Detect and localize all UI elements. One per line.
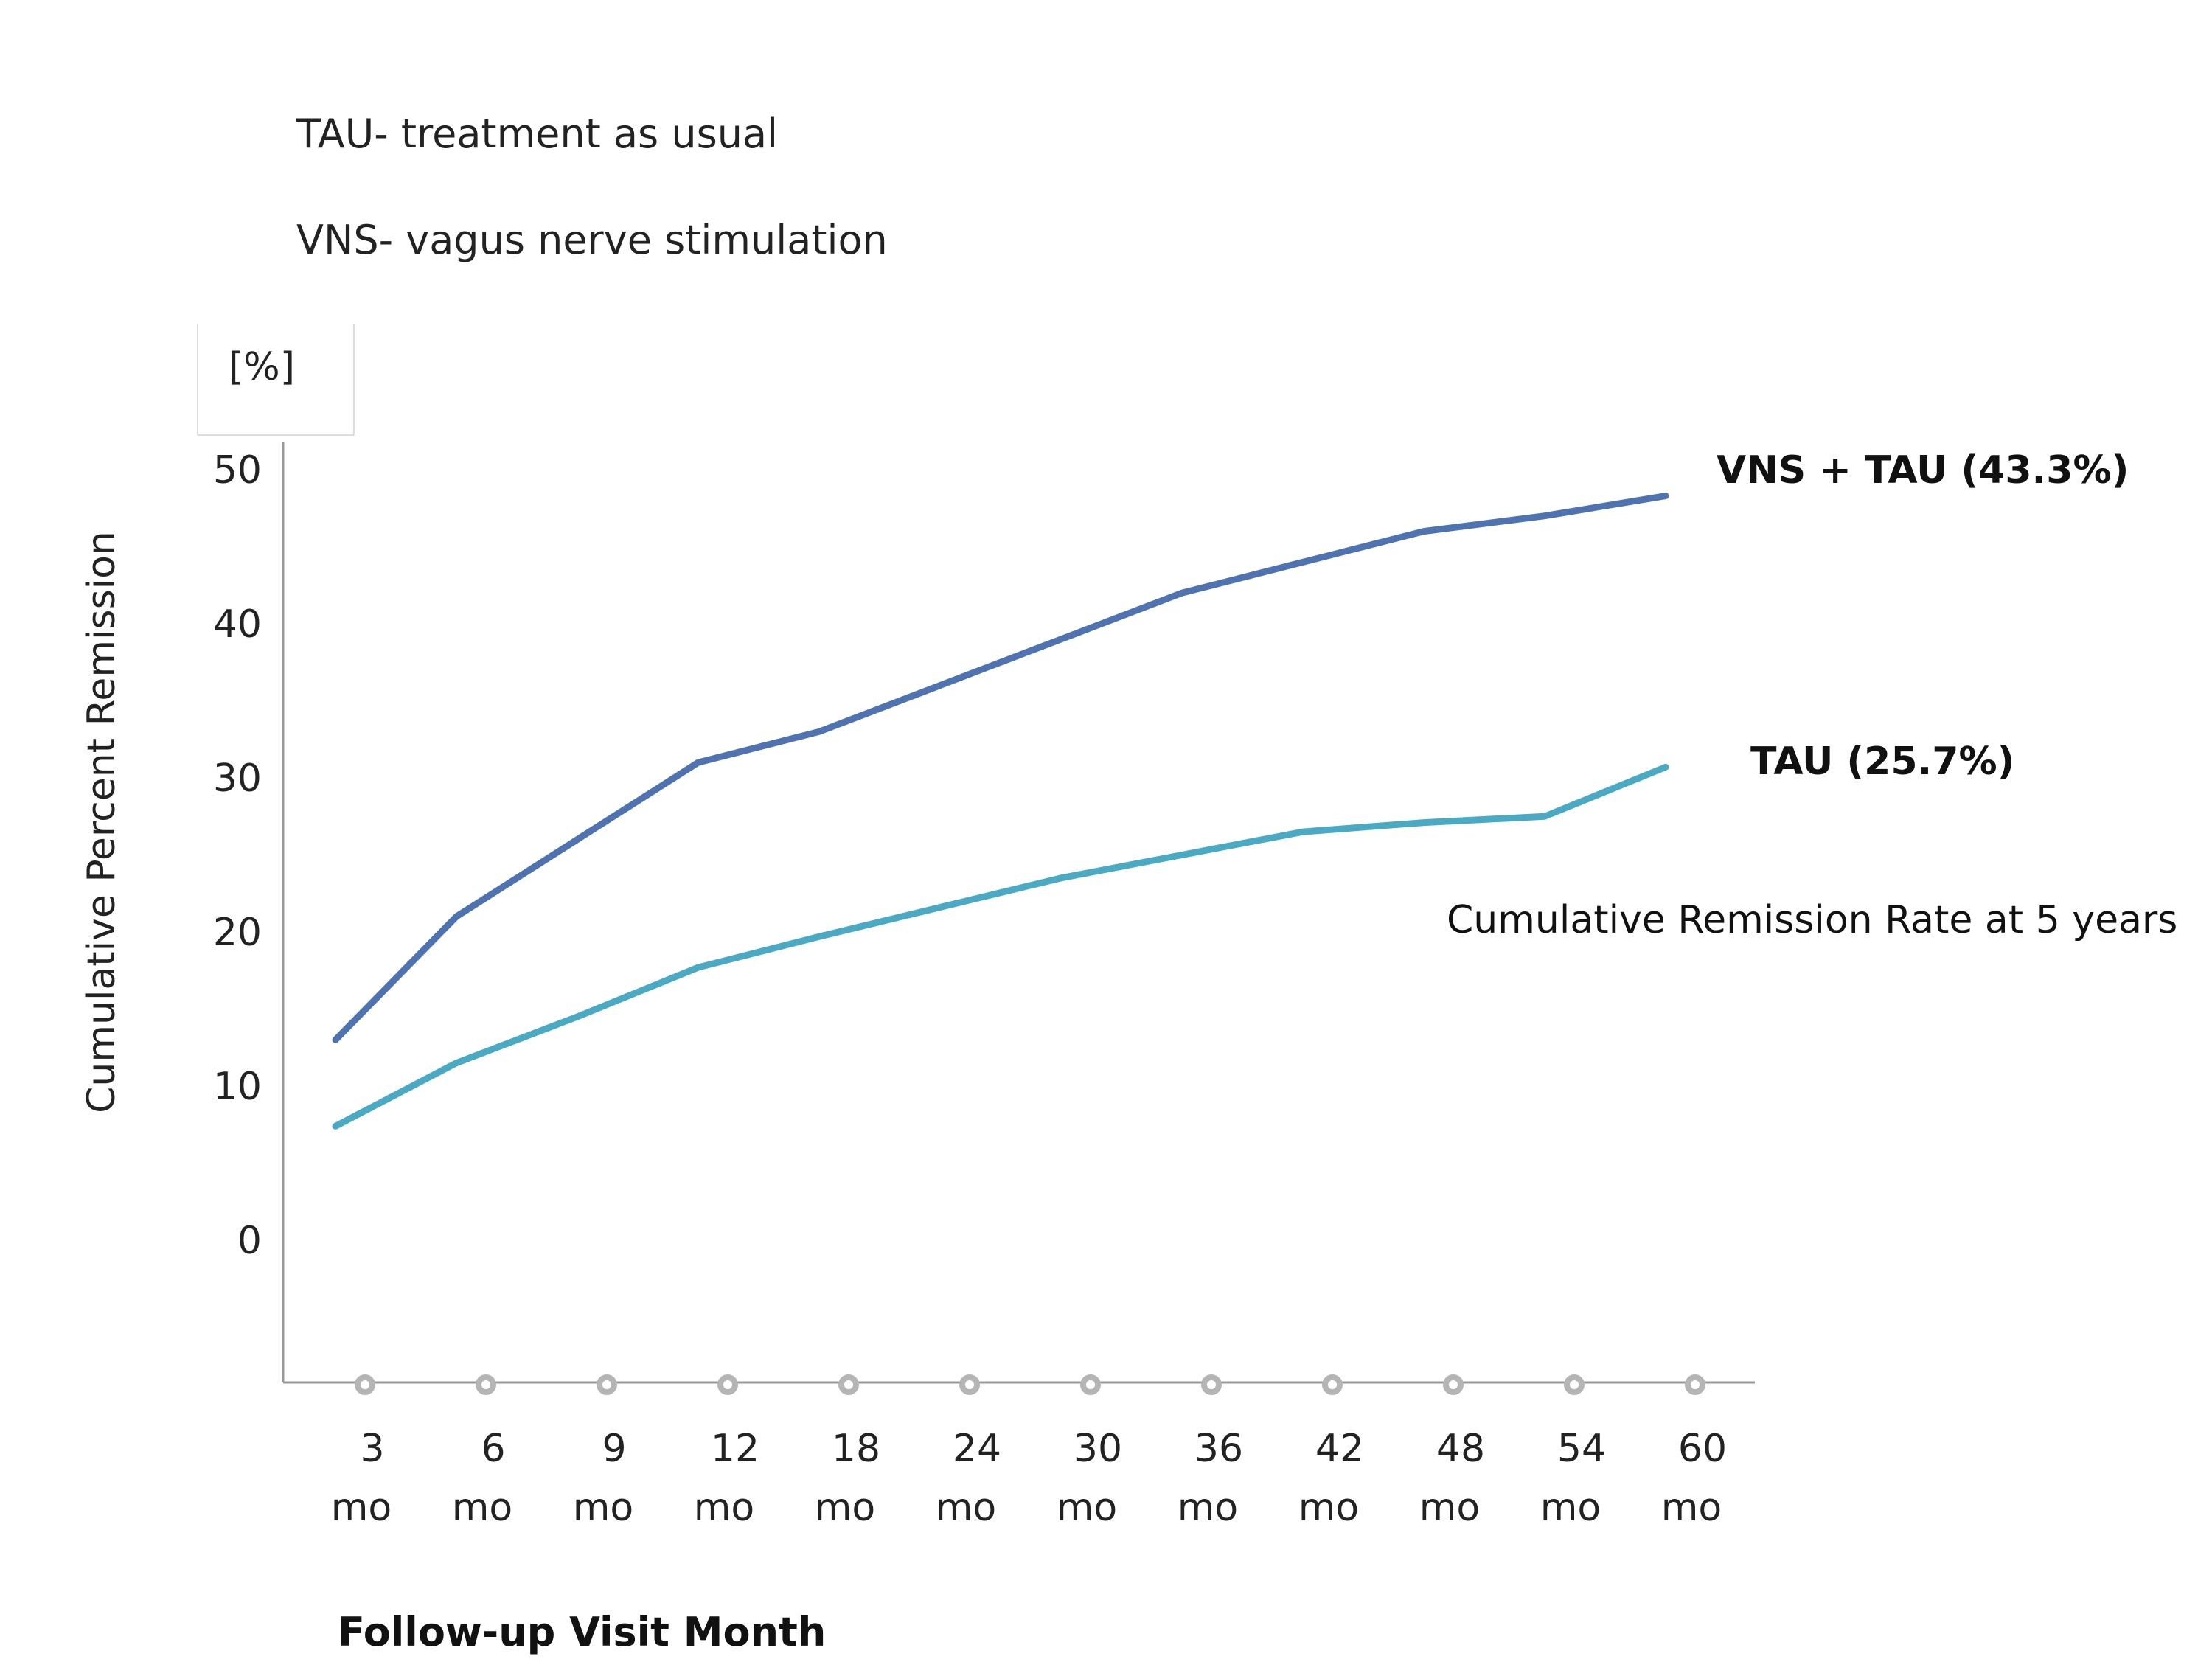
x-axis-marker — [1201, 1374, 1222, 1395]
series-line-tau — [332, 763, 1669, 1130]
x-tick-label: 3 — [360, 1427, 384, 1471]
y-tick-label: 10 — [213, 1065, 262, 1109]
x-tick-unit: mo — [573, 1486, 633, 1530]
x-tick-label: 60 — [1678, 1427, 1727, 1471]
series-label-tau: TAU (25.7%) — [1750, 740, 2014, 784]
x-axis-marker — [1564, 1374, 1585, 1395]
x-tick-unit: mo — [452, 1486, 512, 1530]
x-tick-unit: mo — [1419, 1486, 1480, 1530]
x-tick-label: 18 — [832, 1427, 880, 1471]
series-line-vns-tau — [332, 493, 1669, 1043]
x-tick-label: 36 — [1194, 1427, 1243, 1471]
x-tick-unit: mo — [1298, 1486, 1359, 1530]
x-axis-marker — [1080, 1374, 1101, 1395]
annotation-remission-rate: Cumulative Remission Rate at 5 years — [1447, 898, 2177, 942]
x-tick-unit: mo — [1661, 1486, 1722, 1530]
x-tick-label: 9 — [602, 1427, 626, 1471]
x-axis-marker — [597, 1374, 617, 1395]
x-axis-marker — [717, 1374, 738, 1395]
x-axis-marker — [1685, 1374, 1705, 1395]
x-axis-marker — [1322, 1374, 1343, 1395]
x-tick-unit: mo — [1540, 1486, 1601, 1530]
note-vns-definition: VNS- vagus nerve stimulation — [296, 217, 888, 263]
y-axis-title: Cumulative Percent Remission — [80, 531, 124, 1113]
x-tick-unit: mo — [936, 1486, 996, 1530]
x-tick-label: 30 — [1074, 1427, 1122, 1471]
y-tick-label: 40 — [213, 602, 262, 647]
x-tick-label: 12 — [711, 1427, 759, 1471]
x-tick-unit: mo — [331, 1486, 392, 1530]
x-axis-marker — [476, 1374, 496, 1395]
x-tick-unit: mo — [694, 1486, 754, 1530]
y-unit-label: [%] — [229, 345, 295, 389]
x-tick-unit: mo — [1178, 1486, 1238, 1530]
y-tick-label: 30 — [213, 757, 262, 801]
x-axis-title: Follow-up Visit Month — [338, 1609, 826, 1655]
x-tick-label: 42 — [1315, 1427, 1364, 1471]
x-axis-marker — [959, 1374, 980, 1395]
y-tick-label: 20 — [213, 911, 262, 955]
x-axis-marker — [1443, 1374, 1464, 1395]
x-tick-label: 48 — [1436, 1427, 1485, 1471]
y-tick-label: 50 — [213, 448, 262, 493]
x-axis-marker — [838, 1374, 859, 1395]
x-tick-unit: mo — [815, 1486, 875, 1530]
series-label-vns-tau: VNS + TAU (43.3%) — [1717, 448, 2129, 493]
x-tick-label: 6 — [481, 1427, 505, 1471]
x-tick-label: 54 — [1557, 1427, 1606, 1471]
x-axis-marker — [355, 1374, 375, 1395]
note-tau-definition: TAU- treatment as usual — [296, 111, 779, 157]
x-tick-unit: mo — [1057, 1486, 1117, 1530]
x-tick-label: 24 — [953, 1427, 1001, 1471]
y-tick-label: 0 — [237, 1219, 262, 1263]
